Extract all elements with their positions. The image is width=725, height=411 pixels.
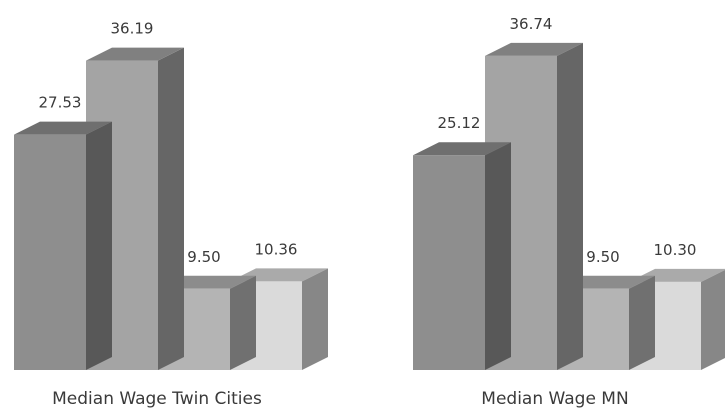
bar-top-face: [14, 121, 112, 135]
value-label-twin-cities-2: 36.19: [111, 20, 154, 38]
bar-mn-1: [413, 142, 511, 370]
value-label-mn-2: 36.74: [510, 15, 553, 33]
bar-front-face: [413, 155, 485, 370]
bar-side-face: [86, 121, 112, 370]
chart-mn: Median Wage MN 25.12 36.74 9.50 10.30: [413, 15, 725, 409]
value-label-mn-1: 25.12: [438, 114, 481, 132]
bar-side-face: [302, 268, 328, 370]
category-label-mn: Median Wage MN: [481, 389, 628, 409]
value-label-twin-cities-4: 10.36: [255, 240, 298, 258]
bar-front-face: [14, 134, 86, 370]
bar-twin-cities-1: [14, 121, 112, 370]
bar-side-face: [701, 269, 725, 370]
bar-top-face: [485, 42, 583, 56]
category-label-twin-cities: Median Wage Twin Cities: [52, 389, 262, 409]
chart-twin-cities: Median Wage Twin Cities 27.53 36.19 9.50 10…: [14, 20, 328, 409]
value-label-mn-4: 10.30: [654, 241, 697, 259]
bar-side-face: [158, 47, 184, 370]
bar-side-face: [557, 42, 583, 371]
value-label-twin-cities-3: 9.50: [187, 248, 220, 266]
bar-side-face: [629, 275, 655, 370]
value-label-twin-cities-1: 27.53: [39, 94, 82, 112]
bar-side-face: [230, 275, 256, 370]
bar-side-face: [485, 142, 511, 370]
value-label-mn-3: 9.50: [586, 248, 619, 266]
bar-top-face: [413, 142, 511, 156]
bar-top-face: [86, 47, 184, 61]
